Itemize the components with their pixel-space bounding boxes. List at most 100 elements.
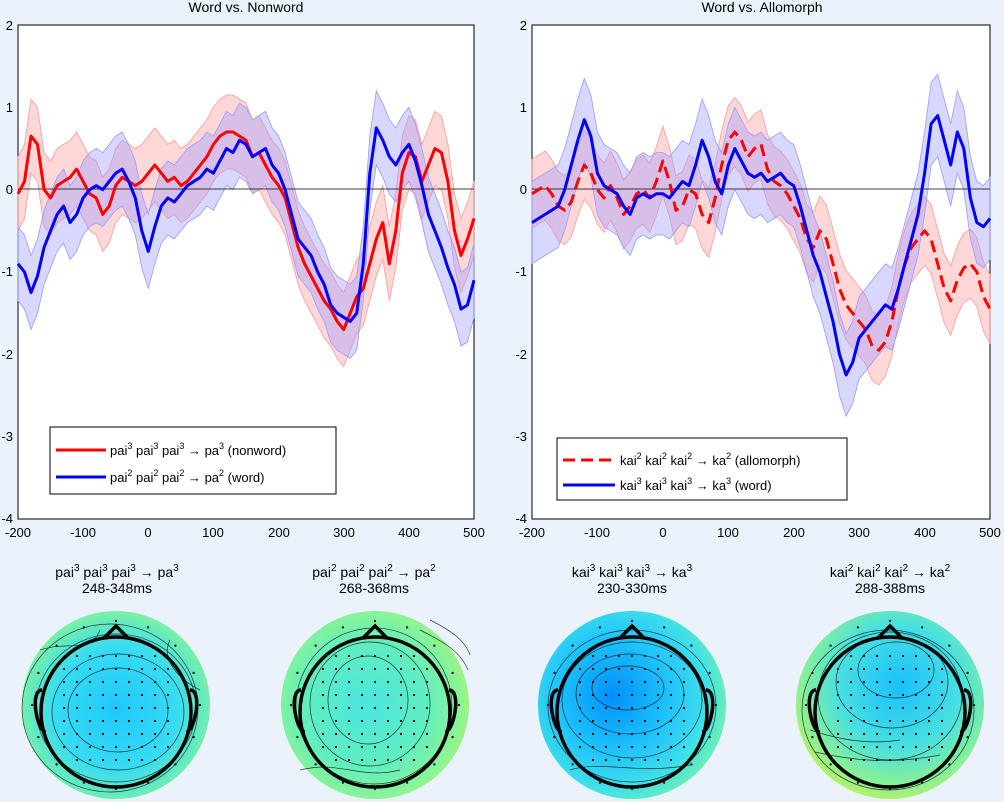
electrode-dot xyxy=(62,667,66,671)
electrode-dot xyxy=(55,763,58,766)
electrode-dot xyxy=(127,745,131,749)
electrode-dot xyxy=(927,732,931,736)
electrode-dot xyxy=(901,667,905,671)
electrode-dot xyxy=(888,758,892,762)
left-series-line-word xyxy=(16,126,476,323)
electrode-dot xyxy=(373,693,377,697)
electrode-dot xyxy=(360,680,364,684)
electrode-dot xyxy=(127,758,131,762)
electrode-dot xyxy=(598,781,602,784)
electrode-dot xyxy=(296,671,299,675)
electrode-dot xyxy=(862,667,866,671)
electrode-dot xyxy=(101,693,105,697)
electrode-dot xyxy=(682,680,686,684)
electrode-dot xyxy=(386,732,390,736)
electrode-dot xyxy=(412,667,416,671)
electrode-dot xyxy=(334,680,338,684)
electrode-dot xyxy=(630,719,634,723)
electrode-dot xyxy=(399,758,403,762)
electrode-dot xyxy=(690,763,693,766)
right-legend-label-word: kai3 kai3 kai3 → ka3 (word) xyxy=(620,476,772,493)
electrode-dot xyxy=(849,693,853,697)
electrode-dot xyxy=(862,745,866,749)
electrode-dot xyxy=(166,732,170,736)
electrode-dot xyxy=(114,732,118,736)
electrode-dot xyxy=(849,745,853,749)
electrode-dot xyxy=(656,706,660,710)
electrode-dot xyxy=(127,693,131,697)
electrode-dot xyxy=(192,736,195,739)
electrode-dot xyxy=(617,732,621,736)
electrode-dot xyxy=(914,680,918,684)
electrode-dot xyxy=(888,680,892,684)
electrode-dot xyxy=(617,719,621,723)
electrode-dot xyxy=(153,654,157,658)
electrode-dot xyxy=(604,745,608,749)
electrode-dot xyxy=(630,787,634,791)
electrode-dot xyxy=(140,719,144,723)
electrode-dot xyxy=(399,732,403,736)
electrode-dot xyxy=(630,693,634,697)
electrode-dot xyxy=(948,644,951,647)
electrode-dot xyxy=(630,619,634,623)
electrode-dot xyxy=(30,703,34,707)
electrode-dot xyxy=(334,654,338,658)
electrode-dot xyxy=(433,644,436,647)
electrode-dot xyxy=(836,745,840,749)
electrode-dot xyxy=(321,706,325,710)
right-x-tick: -100 xyxy=(584,525,610,540)
electrode-dot xyxy=(604,680,608,684)
electrode-dot xyxy=(927,758,931,762)
electrode-dot xyxy=(888,719,892,723)
electrode-dot xyxy=(849,680,853,684)
electrode-dot xyxy=(360,745,364,749)
electrode-dot xyxy=(127,654,131,658)
right-ear xyxy=(444,688,458,734)
electrode-dot xyxy=(617,667,621,671)
electrode-dot xyxy=(153,706,157,710)
left-series-line-nonword xyxy=(16,130,476,332)
electrode-dot xyxy=(553,671,556,675)
right-panel: Word vs. Allomorph 2 1 0 -1 -2 -3 -4 -20… xyxy=(515,0,1000,540)
electrode-dot xyxy=(604,667,608,671)
electrode-dot xyxy=(62,706,66,710)
electrode-dot xyxy=(940,745,944,749)
electrode-dot xyxy=(82,781,85,784)
electrode-dot xyxy=(75,706,79,710)
electrode-dot xyxy=(643,667,647,671)
electrode-dot xyxy=(373,619,377,623)
electrode-dot xyxy=(836,693,840,697)
electrode-dot xyxy=(914,667,918,671)
electrode-dot xyxy=(578,719,582,723)
electrode-dot xyxy=(140,732,144,736)
electrode-dot xyxy=(75,654,79,658)
electrode-dot xyxy=(147,781,150,784)
electrode-dot xyxy=(669,680,673,684)
electrode-dot xyxy=(373,667,377,671)
electrode-dot xyxy=(62,719,66,723)
electrode-dot xyxy=(682,745,686,749)
electrode-dot xyxy=(571,763,574,766)
electrode-dot xyxy=(373,787,377,791)
electrode-dot xyxy=(373,758,377,762)
electrode-dot xyxy=(62,732,66,736)
electrode-dot xyxy=(940,680,944,684)
left-x-tick: 100 xyxy=(202,525,224,540)
electrode-dot xyxy=(425,680,429,684)
electrode-dot xyxy=(373,680,377,684)
electrode-dot xyxy=(88,680,92,684)
electrode-dot xyxy=(347,732,351,736)
electrode-dot xyxy=(88,706,92,710)
electrode-dot xyxy=(669,758,673,762)
right-chart-title: Word vs. Allomorph xyxy=(701,0,822,15)
electrode-dot xyxy=(708,671,711,675)
electrode-dot xyxy=(682,667,686,671)
electrode-dot xyxy=(166,719,170,723)
left-legend-label-nonword: pai3 pai3 pai3 → pa3 (nonword) xyxy=(110,441,286,458)
right-band-word xyxy=(531,73,991,418)
electrode-dot xyxy=(412,693,416,697)
electrode-dot xyxy=(940,667,944,671)
electrode-dot xyxy=(927,719,931,723)
electrode-dot xyxy=(901,693,905,697)
electrode-dot xyxy=(451,671,454,675)
